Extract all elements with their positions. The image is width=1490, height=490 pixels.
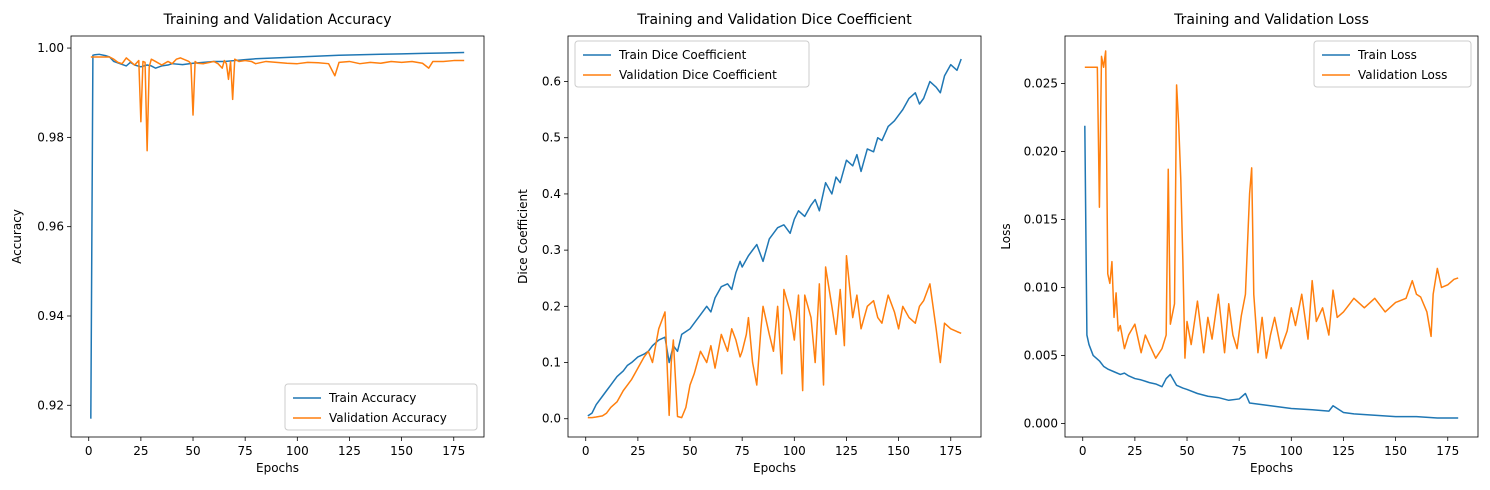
series-line-validation (587, 255, 962, 419)
chart-panel: 0 25 50 75 100 125 150 175 0.0 0.1 0.2 0.3 0.4 0.5 0.6… (516, 12, 982, 475)
x-tick-label: 150 (390, 444, 413, 458)
x-tick-label: 0 (1079, 444, 1087, 458)
x-tick-label: 75 (735, 444, 750, 458)
x-tick-label: 150 (887, 444, 910, 458)
y-tick-label: 1.00 (37, 41, 64, 55)
x-tick-label: 150 (1384, 444, 1407, 458)
chart-title: Training and Validation Accuracy (163, 12, 392, 28)
legend: Train Dice Coefficient Validation Dice Co… (574, 40, 810, 88)
x-tick-label: 50 (185, 444, 200, 458)
y-tick-label: 0.96 (37, 220, 64, 234)
chart-title: Training and Validation Dice Coefficient (636, 12, 912, 28)
x-tick-label: 100 (783, 444, 806, 458)
y-tick-label: 0.010 (1024, 280, 1058, 294)
x-tick-label: 75 (238, 444, 253, 458)
x-tick-label: 100 (286, 444, 309, 458)
y-tick-label: 0.020 (1024, 145, 1058, 159)
x-axis-label: Epochs (256, 461, 299, 475)
series-line-train (90, 51, 465, 419)
series-line-validation (1084, 50, 1459, 359)
x-tick-label: 125 (338, 444, 361, 458)
legend-box (1313, 40, 1472, 88)
x-tick-label: 50 (682, 444, 697, 458)
x-tick-label: 125 (1332, 444, 1355, 458)
legend: Train Accuracy Validation Accuracy (284, 383, 478, 431)
x-tick-label: 0 (582, 444, 590, 458)
legend-label: Validation Dice Coefficient (619, 68, 777, 82)
series-line-train (1084, 125, 1459, 419)
legend: Train Loss Validation Loss (1313, 40, 1472, 88)
y-tick-label: 0.2 (542, 299, 561, 313)
x-tick-label: 175 (1436, 444, 1459, 458)
legend-label: Validation Loss (1358, 68, 1447, 82)
x-tick-label: 50 (1179, 444, 1194, 458)
x-tick-label: 100 (1280, 444, 1303, 458)
legend-box (574, 40, 810, 88)
axes-frame (567, 35, 982, 438)
x-tick-label: 125 (835, 444, 858, 458)
chart-panel: 0 25 50 75 100 125 150 175 0.92 0.94 0.96 0.98 1.00 T… (10, 12, 485, 475)
x-tick-label: 175 (442, 444, 465, 458)
x-tick-label: 25 (133, 444, 148, 458)
x-tick-label: 0 (85, 444, 93, 458)
y-tick-label: 0.0 (542, 412, 561, 426)
x-tick-label: 25 (630, 444, 645, 458)
legend-box (284, 383, 478, 431)
series-line-validation (90, 56, 465, 152)
y-tick-label: 0.005 (1024, 348, 1058, 362)
x-axis-label: Epochs (753, 461, 796, 475)
axes-frame (70, 35, 485, 438)
y-tick-label: 0.4 (542, 187, 561, 201)
legend-label: Train Dice Coefficient (618, 48, 747, 62)
x-tick-label: 75 (1232, 444, 1247, 458)
legend-label: Train Loss (1357, 48, 1417, 62)
y-tick-label: 0.5 (542, 131, 561, 145)
y-tick-label: 0.025 (1024, 77, 1058, 91)
y-tick-label: 0.000 (1024, 416, 1058, 430)
y-tick-label: 0.92 (37, 398, 64, 412)
legend-label: Validation Accuracy (329, 411, 447, 425)
y-tick-label: 0.98 (37, 130, 64, 144)
y-tick-label: 0.015 (1024, 213, 1058, 227)
y-tick-label: 0.94 (37, 309, 64, 323)
x-axis-label: Epochs (1250, 461, 1293, 475)
y-axis-label: Dice Coefficient (516, 189, 530, 284)
y-tick-label: 0.6 (542, 75, 561, 89)
y-axis-label: Loss (999, 223, 1013, 249)
legend-label: Train Accuracy (328, 391, 416, 405)
x-tick-label: 25 (1127, 444, 1142, 458)
chart-panel: 0 25 50 75 100 125 150 175 0.000 0.005 0.010 0.015 0… (999, 12, 1479, 475)
series-line-train (587, 58, 962, 417)
y-tick-label: 0.1 (542, 356, 561, 370)
chart-title: Training and Validation Loss (1173, 12, 1369, 28)
x-tick-label: 175 (939, 444, 962, 458)
axes-frame (1064, 35, 1479, 438)
y-axis-label: Accuracy (10, 209, 24, 264)
y-tick-label: 0.3 (542, 243, 561, 257)
